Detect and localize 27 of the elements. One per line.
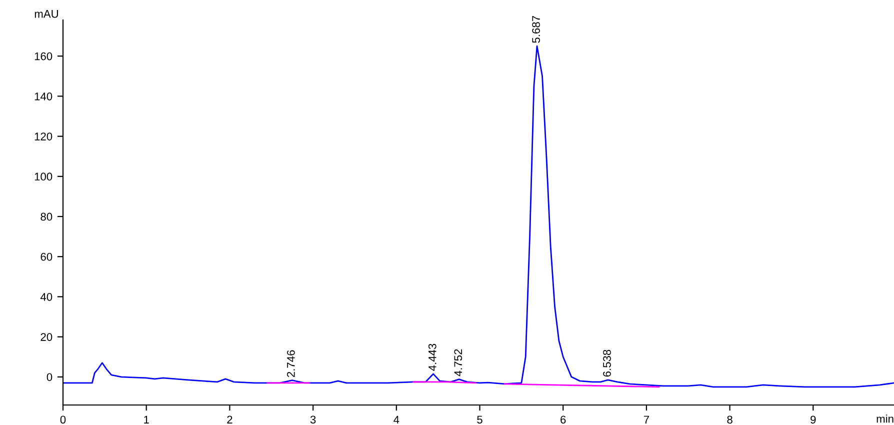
annotation: 4.443 (428, 344, 436, 371)
x-tick-label: 1 (144, 416, 149, 424)
y-tick-label: 100 (34, 172, 52, 181)
y-axis-title: mAU (34, 10, 58, 18)
x-tick-label: 5 (477, 416, 482, 424)
x-tick-label: 7 (644, 416, 649, 424)
x-tick-label: 2 (227, 416, 232, 424)
annotation: 4.752 (454, 349, 462, 376)
y-tick-label: 140 (34, 92, 52, 100)
y-tick-label: 80 (40, 212, 52, 221)
x-tick-label: 0 (60, 416, 66, 424)
x-axis-title: min (876, 414, 894, 423)
annotation: 5.687 (532, 16, 540, 43)
line-series (63, 45, 894, 388)
x-tick-label: 4 (394, 416, 400, 424)
x-tick-label: 6 (560, 416, 566, 424)
y-tick-label: 120 (34, 132, 52, 140)
annotation: 2.746 (286, 350, 295, 377)
y-tick-label: 40 (40, 292, 52, 301)
y-tick-label: 20 (40, 333, 52, 341)
annotation: 6.538 (603, 350, 611, 377)
y-tick-label: 0 (46, 373, 52, 382)
y-tick-label: 60 (40, 252, 52, 261)
y-tick-label: 160 (34, 52, 52, 60)
x-tick-label: 3 (310, 416, 316, 424)
x-tick-label: 9 (810, 416, 816, 424)
x-tick-label: 8 (727, 416, 732, 424)
